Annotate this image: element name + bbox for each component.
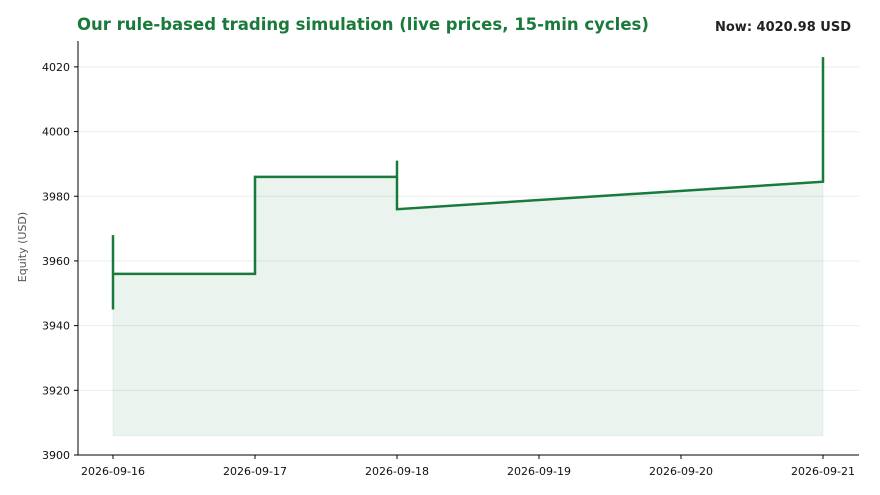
x-tick-label: 2026-09-19 — [507, 465, 571, 478]
x-tick-label: 2026-09-20 — [649, 465, 713, 478]
x-tick-label: 2026-09-17 — [223, 465, 287, 478]
y-tick-label: 3900 — [42, 449, 70, 462]
area-fill-path — [112, 160, 824, 437]
x-ticks: 2026-09-16 2026-09-17 2026-09-18 2026-09-19… — [81, 455, 855, 478]
x-tick-label: 2026-09-18 — [365, 465, 429, 478]
x-tick-label: 2026-09-21 — [791, 465, 855, 478]
y-tick-label: 4020 — [42, 61, 70, 74]
series-lines — [111, 57, 825, 310]
chart-title: Our rule-based trading simulation (live … — [77, 15, 649, 34]
area-fill — [112, 160, 824, 437]
x-tick-label: 2026-09-16 — [81, 465, 145, 478]
y-tick-label: 3920 — [42, 384, 70, 397]
series-line-equity — [111, 57, 825, 310]
y-tick-label: 3980 — [42, 190, 70, 203]
y-ticks: 3900 3920 3940 3960 3980 4000 4020 — [42, 61, 78, 462]
axes — [77, 41, 859, 456]
y-tick-label: 4000 — [42, 126, 70, 139]
y-tick-label: 3960 — [42, 255, 70, 268]
now-label: Now: 4020.98 USD — [715, 20, 851, 35]
y-tick-label: 3940 — [42, 320, 70, 333]
grid-lines — [78, 66, 859, 456]
y-axis-label: Equity (USD) — [16, 212, 29, 282]
